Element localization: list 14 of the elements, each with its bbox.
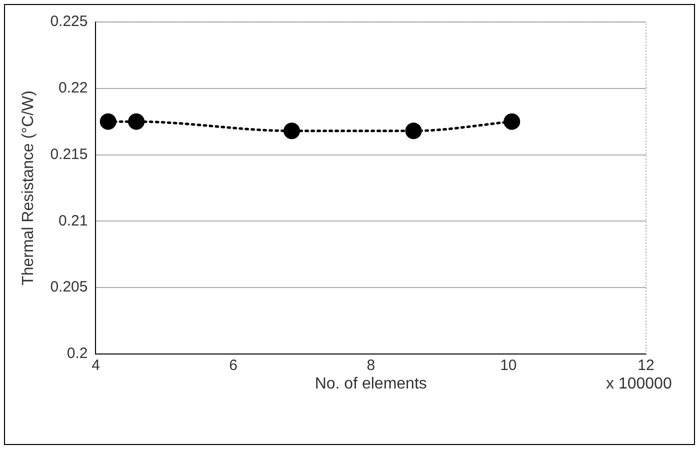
x-tick-label: 6 bbox=[229, 357, 238, 374]
y-tick-label: 0.215 bbox=[50, 146, 88, 163]
y-tick-label: 0.22 bbox=[58, 80, 88, 97]
y-tick-label: 0.205 bbox=[50, 278, 88, 296]
x-tick-label: 12 bbox=[638, 357, 654, 374]
text: x 100000 bbox=[606, 375, 672, 392]
x-tick-label: 8 bbox=[366, 357, 376, 374]
y-tick-label: 0.21 bbox=[58, 212, 88, 230]
y-tick-label: 0.2 bbox=[66, 345, 88, 362]
x-tick-label: 4 bbox=[92, 357, 100, 374]
y-tick-label: 0.225 bbox=[50, 13, 88, 30]
x-tick-label: 10 bbox=[500, 357, 517, 374]
x-axis-title: No. of elements bbox=[314, 375, 427, 392]
y-axis-title: Thermal Resistance (°C/W) bbox=[20, 90, 38, 286]
